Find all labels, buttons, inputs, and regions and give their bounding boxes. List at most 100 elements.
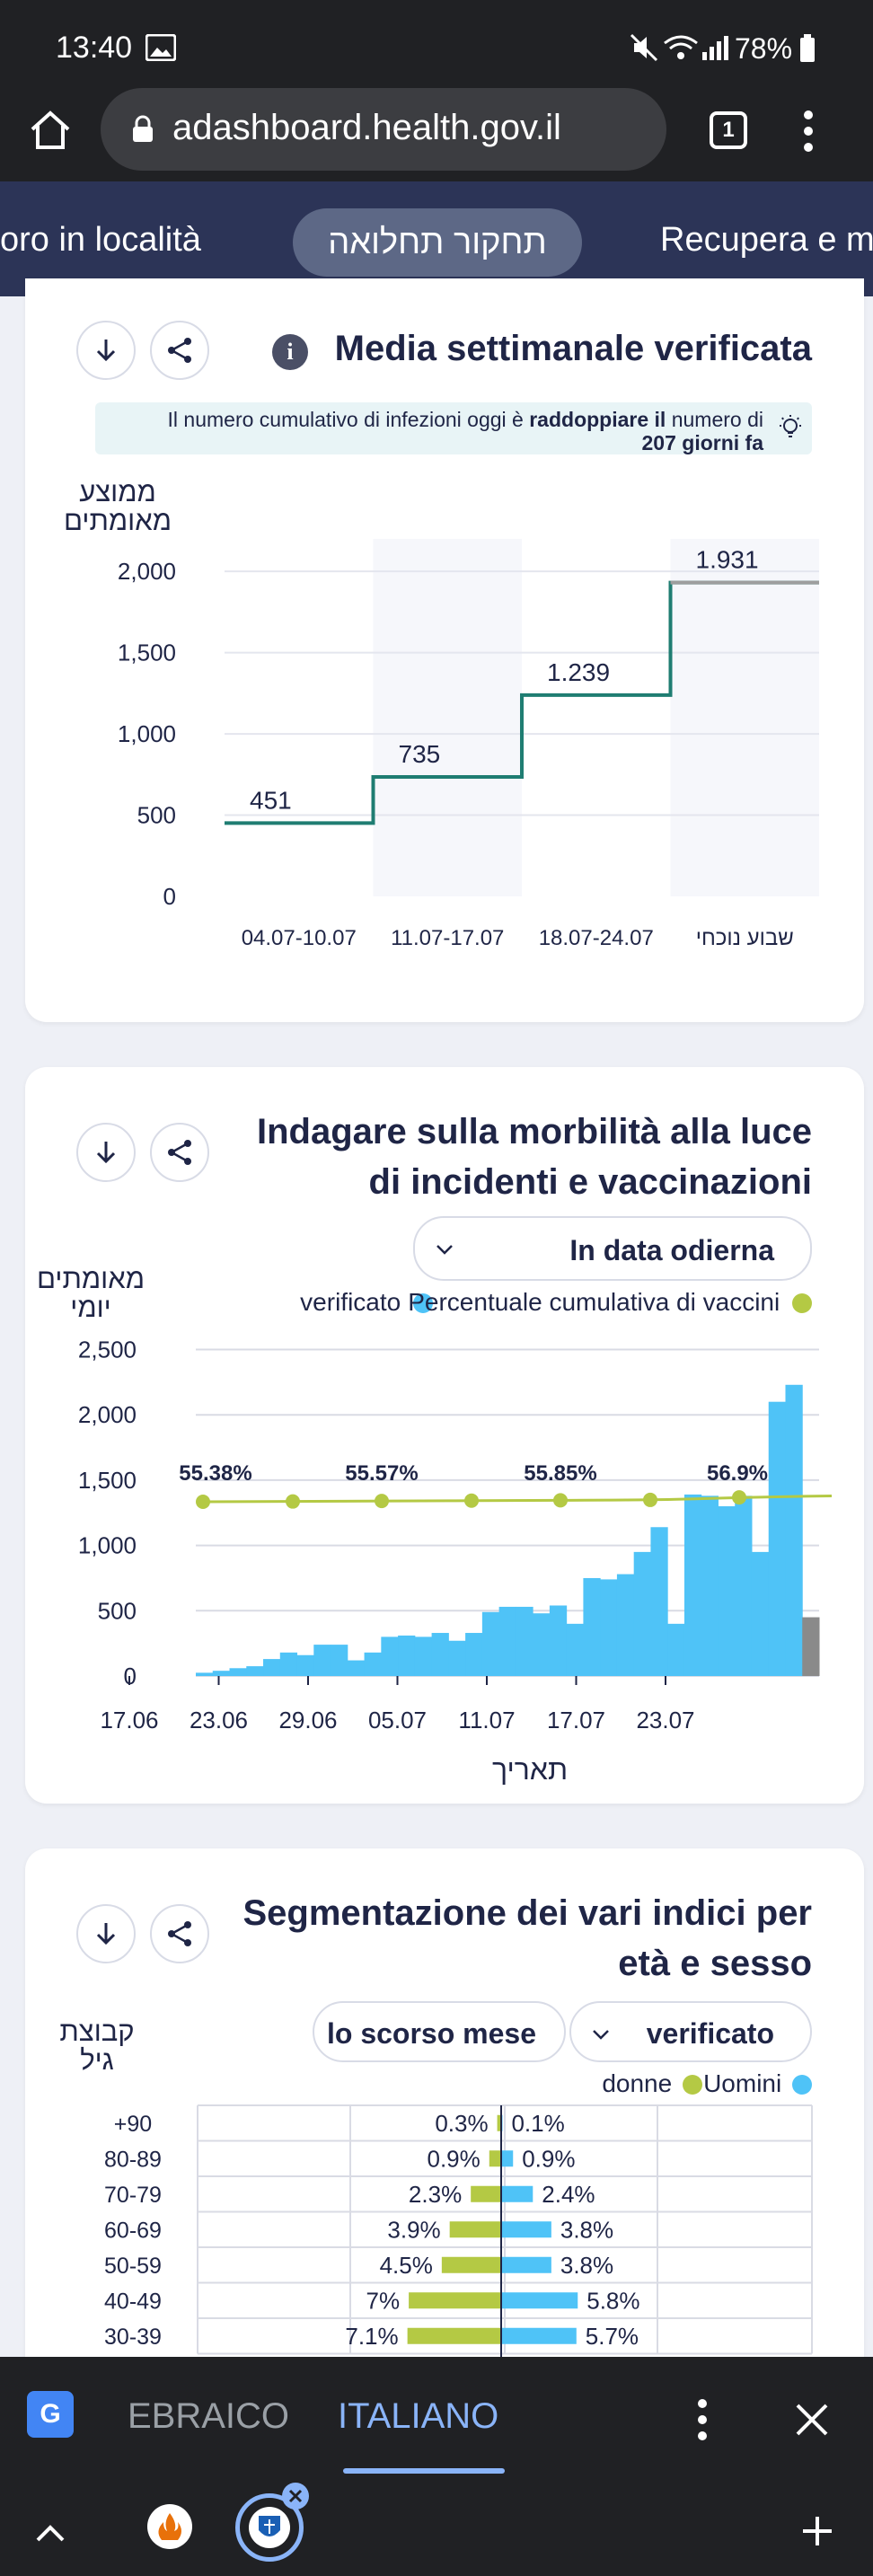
info-bold: raddoppiare il bbox=[529, 408, 666, 431]
chevron-down-icon bbox=[593, 2030, 609, 2040]
more-vert-icon[interactable] bbox=[799, 108, 817, 154]
vaccine-point-label: 56.9% bbox=[707, 1461, 768, 1486]
bar bbox=[735, 1495, 753, 1676]
card-title: Segmentazione dei vari indici per età e s… bbox=[242, 1893, 812, 1983]
vaccine-point bbox=[553, 1493, 568, 1508]
address-bar[interactable]: adashboard.health.gov.il bbox=[101, 88, 666, 171]
age-group-label: 80-89 bbox=[104, 2147, 162, 2172]
tab-morbidity[interactable]: תחקור תחלואה bbox=[293, 208, 582, 277]
legend-dot-blue bbox=[413, 1293, 433, 1313]
age-group-label: 30-39 bbox=[104, 2325, 162, 2350]
download-button[interactable] bbox=[76, 321, 136, 380]
metric-filter[interactable]: verificato bbox=[569, 2001, 812, 2062]
morbidity-card: Indagare sulla morbilità alla luce di inc… bbox=[25, 1067, 864, 1804]
info-icon[interactable]: i bbox=[272, 334, 308, 370]
period-filter[interactable]: lo scorso mese bbox=[313, 2001, 566, 2062]
y-axis-title: מאומתים יומי bbox=[37, 1263, 145, 1323]
signal-icon bbox=[702, 36, 728, 60]
y-tick-label: 500 bbox=[137, 802, 176, 829]
download-button[interactable] bbox=[76, 1123, 136, 1182]
bar-women bbox=[409, 2292, 501, 2309]
dismiss-bubble-button[interactable] bbox=[282, 2483, 309, 2510]
y-tick-label: 1,500 bbox=[78, 1467, 137, 1494]
chart-svg: 05001,0001,5002,0002,50017.0623.0629.060… bbox=[78, 1337, 833, 1734]
y-tick-label: 2,500 bbox=[78, 1337, 137, 1363]
y-axis-title: קבוצת גיל bbox=[59, 2016, 135, 2076]
vaccine-line bbox=[202, 1495, 833, 1504]
tab-recovery[interactable]: Recupera e m bbox=[660, 221, 873, 259]
share-button[interactable] bbox=[150, 1904, 209, 1963]
bar-women bbox=[407, 2327, 501, 2344]
section-tabs: oro in località תחקור תחלואה Recupera e … bbox=[0, 181, 873, 296]
data-label: 451 bbox=[250, 786, 292, 814]
men-value-label: 3.8% bbox=[560, 2216, 613, 2243]
y-tick-label: 2,000 bbox=[78, 1401, 137, 1428]
legend-dot-green bbox=[792, 1293, 812, 1313]
lock-icon bbox=[133, 115, 153, 142]
download-icon bbox=[96, 1142, 116, 1164]
info-tail: numero di bbox=[671, 408, 763, 431]
bar bbox=[718, 1506, 736, 1676]
share-button[interactable] bbox=[150, 1123, 209, 1182]
download-button[interactable] bbox=[76, 1904, 136, 1963]
status-time: 13:40 bbox=[56, 31, 133, 65]
bar bbox=[785, 1384, 803, 1676]
info-text: Il numero cumulativo di infezioni oggi è bbox=[167, 408, 524, 431]
y-tick-label: 1,000 bbox=[78, 1532, 137, 1559]
bar bbox=[465, 1633, 483, 1676]
x-tick-label: 18.07-24.07 bbox=[539, 926, 654, 950]
chevron-up-icon[interactable] bbox=[34, 2522, 66, 2544]
weekly-average-card: i Media settimanale verificata Il numero… bbox=[25, 278, 864, 1022]
bar bbox=[667, 1623, 685, 1676]
bar bbox=[768, 1401, 786, 1676]
women-value-label: 2.3% bbox=[409, 2181, 462, 2208]
segmentation-card: Segmentazione dei vari indici per età e s… bbox=[25, 1848, 864, 2423]
date-range-dropdown[interactable]: In data odierna bbox=[413, 1216, 812, 1281]
bar bbox=[683, 1494, 702, 1676]
bar bbox=[313, 1645, 331, 1676]
x-tick-label: 05.07 bbox=[368, 1707, 427, 1734]
men-value-label: 5.7% bbox=[586, 2323, 639, 2350]
legend-dot-blue bbox=[792, 2075, 812, 2095]
y-tick-label: 2,000 bbox=[118, 558, 176, 585]
bar bbox=[633, 1551, 651, 1676]
age-group-label: 50-59 bbox=[104, 2254, 162, 2279]
legend-vaccines: Percentuale cumulativa di vaccini bbox=[408, 1288, 812, 1317]
add-icon[interactable] bbox=[799, 2513, 835, 2549]
lang-italian[interactable]: ITALIANO bbox=[338, 2396, 499, 2436]
bar bbox=[566, 1623, 584, 1676]
bar bbox=[600, 1579, 618, 1676]
bar bbox=[701, 1495, 719, 1676]
bar-women bbox=[497, 2114, 501, 2131]
age-group-label: 40-49 bbox=[104, 2289, 162, 2314]
bar bbox=[650, 1527, 668, 1676]
bar bbox=[431, 1633, 449, 1676]
home-icon[interactable] bbox=[27, 108, 74, 153]
x-tick-label: שבוע נוכחי bbox=[696, 926, 794, 950]
card-title: Media settimanale verificata bbox=[334, 329, 812, 368]
app-bubble-health[interactable] bbox=[235, 2493, 304, 2562]
x-tick-label: 11.07 bbox=[458, 1707, 515, 1734]
x-axis-title: תאריך bbox=[492, 1753, 569, 1786]
vaccine-point bbox=[464, 1493, 479, 1508]
vaccine-point-label: 55.38% bbox=[179, 1461, 251, 1486]
lang-hebrew[interactable]: EBRAICO bbox=[128, 2396, 290, 2436]
data-label: 735 bbox=[399, 740, 441, 768]
vaccine-point bbox=[196, 1495, 210, 1509]
wifi-icon bbox=[664, 35, 698, 59]
fire-icon bbox=[158, 2513, 181, 2540]
bar bbox=[481, 1611, 500, 1676]
share-button[interactable] bbox=[150, 321, 209, 380]
age-group-label: +90 bbox=[114, 2112, 152, 2137]
health-emblem-icon bbox=[259, 2516, 280, 2536]
bar bbox=[616, 1574, 635, 1676]
tab-switcher-button[interactable]: 1 bbox=[710, 111, 747, 149]
tab-mobility[interactable]: oro in località bbox=[0, 221, 201, 259]
bar bbox=[279, 1652, 298, 1676]
close-icon[interactable] bbox=[794, 2402, 830, 2438]
mute-icon bbox=[630, 33, 658, 62]
share-icon bbox=[168, 1921, 191, 1946]
data-label: 1.931 bbox=[696, 546, 759, 574]
more-vert-icon[interactable] bbox=[693, 2396, 711, 2443]
app-bubble-fire[interactable] bbox=[147, 2504, 192, 2549]
